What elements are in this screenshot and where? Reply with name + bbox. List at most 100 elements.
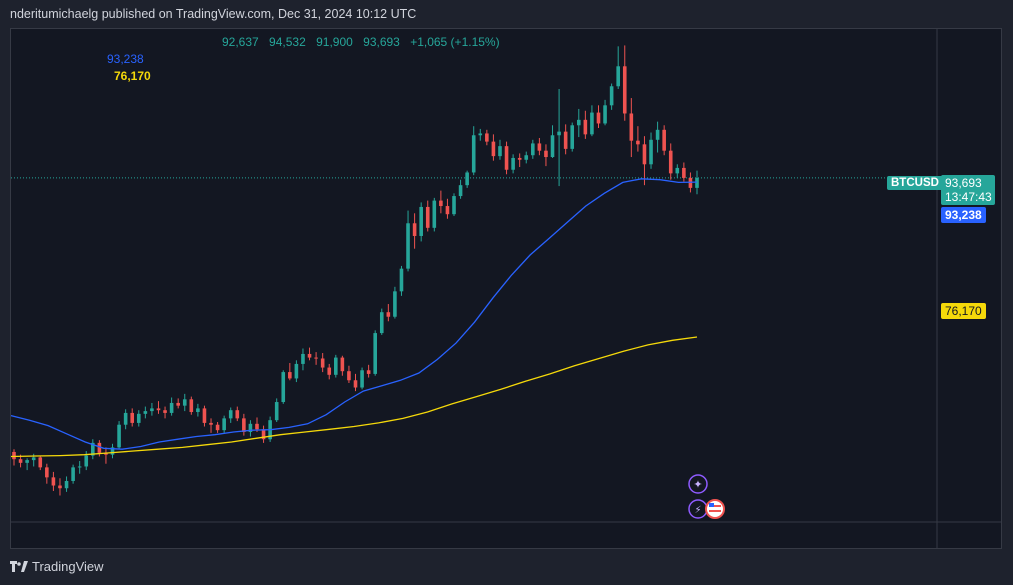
candle-body [281, 372, 286, 403]
candle-body [163, 410, 167, 413]
candle-body [655, 129, 660, 140]
candle-body [182, 399, 187, 406]
sparkle-glyph: ✦ [693, 478, 702, 491]
brand-label: TradingView [32, 559, 104, 574]
candle-body [688, 177, 693, 188]
flag-stripes [709, 510, 721, 512]
candle-body [255, 423, 259, 430]
candle-body [347, 371, 351, 381]
candle-body [97, 442, 102, 453]
candle-body [675, 167, 680, 174]
lightning-glyph: ⚡ [694, 505, 701, 516]
candle-body [662, 129, 666, 151]
candle-body [307, 353, 312, 358]
candle-body [517, 157, 522, 160]
last-price-tag: 93,693 13:47:43 [941, 175, 995, 205]
candle-body [557, 131, 561, 136]
candle-body [682, 167, 686, 178]
tradingview-icon [10, 560, 28, 573]
candle-body [537, 143, 542, 151]
candle-body [196, 408, 200, 413]
candle-body [432, 200, 437, 228]
candle-body [576, 119, 581, 126]
candle-body [84, 455, 89, 467]
candle-body [695, 177, 699, 188]
ma-200-legend-value: 76,170 [114, 69, 151, 83]
candle-body [110, 447, 115, 455]
candle-body [642, 144, 647, 165]
ma-50-line [10, 178, 698, 450]
chart-pane[interactable] [10, 28, 1002, 549]
candle-body [169, 402, 174, 413]
candle-body [465, 172, 469, 186]
publisher-header: nderitumichaelg published on TradingView… [10, 7, 417, 21]
candle-body [485, 133, 489, 142]
candle-body [130, 412, 135, 423]
candle-body [511, 157, 515, 170]
candle-body [64, 480, 69, 489]
tradingview-logo[interactable]: TradingView [10, 559, 104, 574]
candle-body [222, 418, 226, 431]
last-price-value: 93,693 [945, 176, 982, 190]
candle-body [524, 155, 529, 160]
candle-body [360, 370, 364, 388]
ohlc-high: 94,532 [269, 35, 306, 49]
candle-body [649, 139, 653, 165]
candle-body [406, 223, 410, 269]
candle-body [58, 485, 62, 489]
candle-body [301, 353, 305, 364]
candle-body [622, 66, 627, 114]
candle-body [77, 466, 82, 468]
candle-body [51, 477, 56, 486]
candle-body [320, 358, 325, 368]
us-flag-icon [705, 499, 725, 519]
candle-body [498, 146, 502, 157]
candle-body [18, 459, 23, 463]
candle-body [12, 451, 16, 460]
candle-body [471, 135, 476, 173]
candle-body [31, 457, 36, 461]
idea-icon [688, 474, 708, 494]
candle-body [333, 357, 338, 375]
candle-body [45, 467, 49, 478]
indicator-icons[interactable]: ✦ ⚡ [688, 474, 725, 519]
candle-body [544, 150, 548, 158]
candle-body [314, 357, 318, 359]
flag-stripes [709, 505, 721, 507]
candle-body [531, 143, 535, 156]
ohlc-open: 92,637 [222, 35, 259, 49]
candle-body [228, 410, 233, 419]
candle-body [242, 418, 246, 432]
candles [12, 45, 699, 496]
ohlc-close: 93,693 [363, 35, 400, 49]
candle-body [366, 370, 371, 374]
candle-body [425, 206, 430, 228]
candle-body [248, 423, 253, 432]
candle-body [399, 268, 404, 292]
candle-body [583, 119, 588, 135]
candle-body [445, 206, 450, 215]
ohlc-low: 91,900 [316, 35, 353, 49]
candle-body [235, 410, 240, 419]
ohlc-change: +1,065 (+1.15%) [410, 35, 500, 49]
candle-body [340, 357, 345, 372]
candle-body [393, 291, 397, 317]
candle-body [629, 113, 634, 141]
candle-body [327, 367, 332, 375]
candle-body [590, 112, 594, 135]
candle-body [570, 125, 575, 149]
candle-body [156, 408, 161, 411]
candle-body [176, 402, 180, 406]
candle-body [419, 206, 423, 236]
candle-body [636, 140, 640, 145]
candle-body [353, 380, 358, 388]
candle-body [439, 200, 443, 207]
candle-body [288, 372, 292, 379]
candle-body [38, 457, 43, 468]
candle-body [143, 411, 148, 414]
candle-body [609, 86, 614, 106]
bar-countdown: 13:47:43 [945, 190, 992, 204]
candle-body [373, 333, 378, 374]
candle-body [189, 399, 194, 413]
